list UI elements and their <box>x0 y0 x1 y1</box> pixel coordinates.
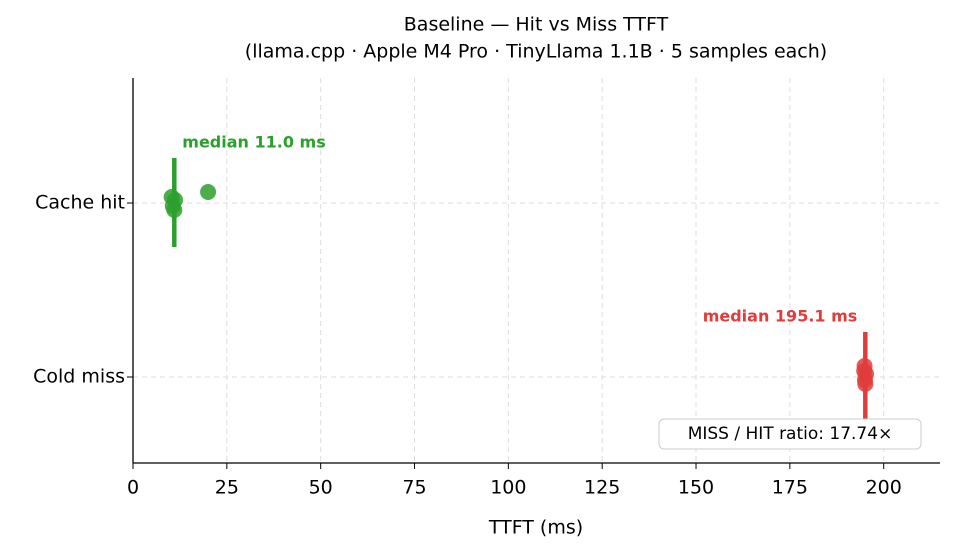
annotation-box <box>658 418 922 450</box>
median-label: median 11.0 ms <box>182 133 325 152</box>
chart-title: Baseline — Hit vs Miss TTFT <box>404 14 669 36</box>
y-tick-label: Cold miss <box>33 366 125 388</box>
x-tick-label: 200 <box>866 477 902 499</box>
x-tick-label: 150 <box>678 477 714 499</box>
x-tick-label: 50 <box>309 477 333 499</box>
annotation: MISS / HIT ratio: 17.74× <box>688 424 893 444</box>
x-tick-label: 125 <box>584 477 620 499</box>
x-tick-label: 100 <box>490 477 526 499</box>
chart-subtitle: (llama.cpp · Apple M4 Pro · TinyLlama 1.… <box>245 41 827 63</box>
x-tick-label: 175 <box>772 477 808 499</box>
median-label: median 195.1 ms <box>703 307 858 326</box>
x-tick-label: 75 <box>402 477 426 499</box>
sample-point <box>200 184 217 200</box>
y-tick-label: Cache hit <box>35 192 125 214</box>
x-axis-label: TTFT (ms) <box>488 517 583 539</box>
x-tick-label: 25 <box>215 477 239 499</box>
x-tick-label: 0 <box>127 477 139 499</box>
